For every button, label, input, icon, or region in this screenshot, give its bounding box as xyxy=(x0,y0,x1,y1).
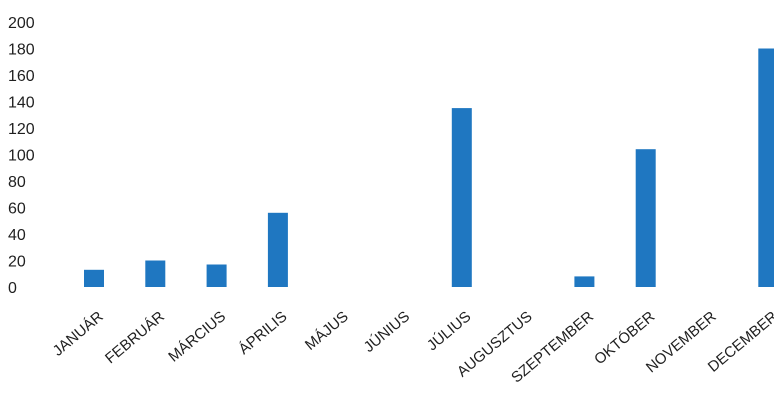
x-category-label: JÚNIUS xyxy=(361,308,413,356)
x-category-label: FEBRUÁR xyxy=(102,308,168,367)
y-axis-ticks: 0 20 40 60 80 100 120 140 160 180 200 xyxy=(8,15,35,297)
y-tick-label: 40 xyxy=(8,227,26,244)
x-category-label: ÁPRILIS xyxy=(235,308,290,358)
bar-11 xyxy=(758,48,774,287)
y-tick-label: 60 xyxy=(8,201,26,218)
x-category-label: MÁRCIUS xyxy=(165,308,229,365)
bar-0 xyxy=(84,269,104,287)
x-category-label: MÁJUS xyxy=(302,308,352,354)
y-tick-label: 180 xyxy=(8,42,35,59)
bar-1 xyxy=(145,260,166,287)
y-tick-label: 80 xyxy=(8,174,26,191)
y-tick-label: 200 xyxy=(8,15,35,32)
bar-3 xyxy=(267,212,288,287)
y-tick-label: 160 xyxy=(8,68,35,85)
x-category-label: JÚLIUS xyxy=(424,308,475,354)
bars-group xyxy=(84,48,774,287)
bar-9 xyxy=(635,149,656,287)
y-tick-label: 100 xyxy=(8,148,35,165)
bar-2 xyxy=(206,264,227,287)
y-tick-label: 0 xyxy=(8,280,17,297)
bar-6 xyxy=(451,108,472,287)
y-tick-label: 140 xyxy=(8,95,35,112)
x-category-label: JANUÁR xyxy=(50,308,107,360)
y-tick-label: 120 xyxy=(8,121,35,138)
y-tick-label: 20 xyxy=(8,254,26,271)
bar-8 xyxy=(574,276,595,287)
